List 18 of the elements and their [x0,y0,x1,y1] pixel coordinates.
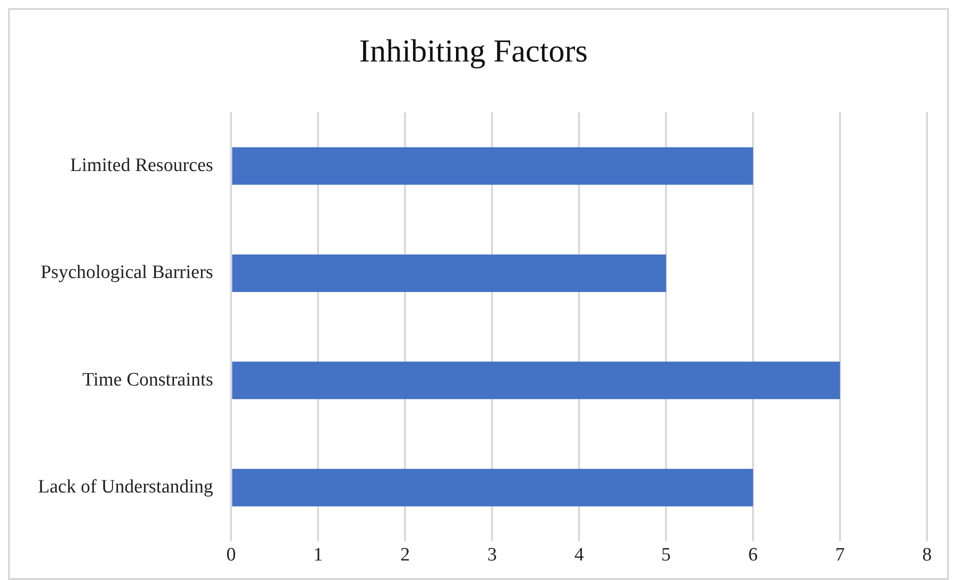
chart-title: Inhibiting Factors [359,32,588,69]
bar [232,362,840,400]
x-tick-label: 4 [574,544,584,566]
x-tick-label: 7 [835,544,845,566]
bar [232,254,666,292]
x-tick-label: 8 [922,544,932,566]
x-tick-label: 2 [400,544,410,566]
x-tick-label: 5 [661,544,671,566]
x-tick-label: 1 [313,544,323,566]
x-tick-label: 0 [226,544,236,566]
bar [232,468,754,506]
x-tick-label: 3 [487,544,497,566]
y-tick-label: Limited Resources [70,154,214,176]
y-tick-label: Time Constraints [82,369,214,390]
x-tick-label: 6 [748,544,758,566]
y-tick-label: Psychological Barriers [40,262,214,284]
bar [232,147,754,185]
y-tick-label: Lack of Understanding [38,476,214,498]
